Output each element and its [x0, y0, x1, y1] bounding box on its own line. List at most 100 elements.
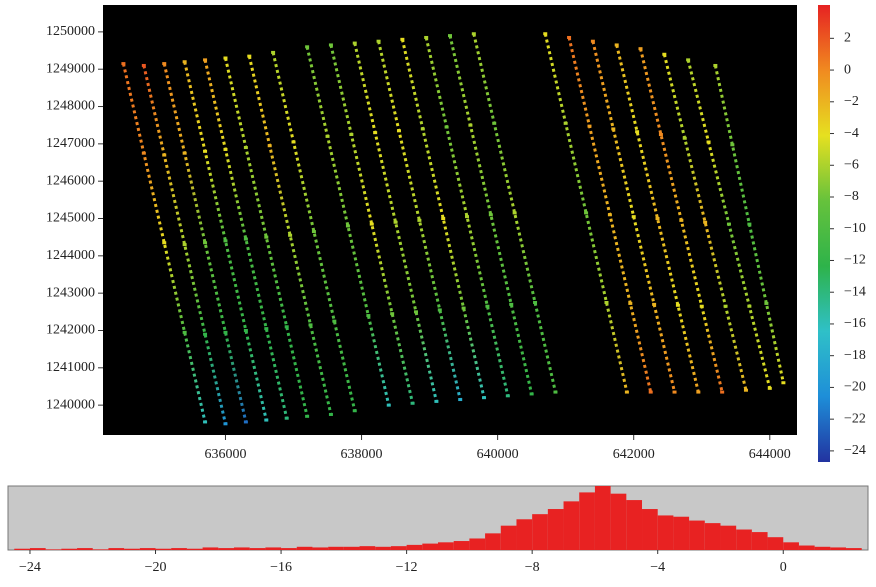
colorbar-tick-label: 0	[844, 62, 851, 77]
data-point	[305, 45, 310, 49]
data-point	[223, 422, 228, 426]
y-tick-label: 1244000	[46, 248, 95, 263]
data-point	[410, 401, 415, 405]
survey-line	[305, 46, 391, 406]
colorbar-tick-label: 2	[844, 31, 851, 46]
data-point	[607, 213, 612, 217]
data-point	[373, 131, 378, 135]
data-point	[223, 330, 228, 334]
histogram-bar	[171, 548, 187, 550]
data-point	[332, 319, 337, 323]
data-point	[686, 58, 691, 62]
histogram-bar	[783, 542, 799, 550]
histogram-bar	[798, 545, 815, 550]
data-point	[390, 312, 395, 316]
data-point	[655, 217, 660, 221]
data-point	[267, 144, 272, 148]
data-point	[284, 325, 289, 329]
data-point	[264, 418, 269, 422]
y-tick-label: 1247000	[46, 136, 95, 151]
data-point	[417, 218, 422, 222]
histogram-bar	[469, 538, 486, 550]
data-point	[512, 211, 517, 215]
survey-line	[121, 63, 207, 423]
data-point	[203, 332, 208, 336]
data-point	[679, 218, 684, 222]
data-point	[141, 151, 146, 155]
survey-line	[329, 44, 415, 404]
histogram-bar	[108, 548, 125, 550]
histogram-bar	[61, 548, 78, 550]
data-point	[706, 140, 711, 144]
histogram-bar	[29, 548, 46, 550]
colorbar-tick-label: −18	[844, 348, 866, 363]
histogram-bar	[532, 514, 548, 550]
colorbar-tick-label: −6	[844, 157, 859, 172]
histogram-bar	[657, 515, 674, 550]
histogram-bar	[453, 541, 470, 550]
survey-line	[472, 33, 557, 393]
data-point	[648, 390, 653, 394]
histogram-bar	[751, 532, 768, 550]
survey-line	[400, 39, 486, 399]
data-point	[182, 151, 187, 155]
data-point	[533, 300, 538, 304]
histogram-bar	[265, 547, 282, 550]
data-point	[386, 403, 391, 407]
x-tick-label: 0	[780, 560, 787, 575]
histogram-bar	[92, 549, 109, 550]
data-point	[505, 394, 510, 398]
data-point	[624, 390, 629, 394]
x-tick-label: 636000	[204, 447, 246, 462]
data-point	[614, 43, 619, 47]
colorbar-tick-label: −4	[844, 126, 859, 141]
data-point	[743, 388, 748, 392]
histogram-bar	[218, 548, 234, 550]
colorbar-tick-label: −10	[844, 221, 866, 236]
histogram-bar	[767, 537, 784, 550]
x-tick-label: −24	[19, 560, 41, 575]
x-tick-label: −8	[525, 560, 540, 575]
data-point	[720, 390, 725, 394]
data-point	[604, 300, 609, 304]
x-tick-label: 638000	[341, 447, 383, 462]
data-point	[352, 409, 357, 413]
survey-line	[377, 40, 462, 400]
histogram-bar	[516, 519, 533, 550]
histogram-bar	[547, 509, 564, 550]
data-point	[631, 215, 636, 219]
data-point	[638, 47, 643, 51]
data-point	[488, 213, 493, 217]
data-point	[567, 35, 572, 39]
data-point	[461, 306, 466, 310]
data-point	[726, 222, 731, 226]
data-point	[243, 146, 248, 150]
data-point	[369, 222, 374, 226]
data-point	[468, 123, 473, 127]
data-point	[482, 396, 487, 400]
data-point	[590, 39, 595, 43]
x-tick-label: 640000	[477, 447, 519, 462]
data-point	[485, 304, 490, 308]
data-point	[441, 217, 446, 221]
data-point	[492, 121, 497, 125]
y-tick-label: 1242000	[46, 323, 95, 338]
histogram-bar	[124, 548, 140, 550]
colorbar-tick-label: −20	[844, 380, 866, 395]
histogram-bar	[736, 529, 752, 550]
data-point	[203, 58, 208, 62]
histogram-bar	[14, 548, 30, 550]
data-point	[437, 308, 442, 312]
survey-line	[662, 53, 748, 391]
data-point	[529, 392, 534, 396]
colorbar-tick-label: −2	[844, 94, 859, 109]
histogram-bar	[45, 549, 62, 550]
data-point	[587, 124, 592, 128]
histogram-bar	[846, 548, 862, 550]
data-point	[243, 420, 248, 424]
histogram-bar	[830, 547, 847, 550]
data-point	[400, 37, 405, 41]
data-point	[723, 304, 728, 308]
data-point	[305, 414, 310, 418]
